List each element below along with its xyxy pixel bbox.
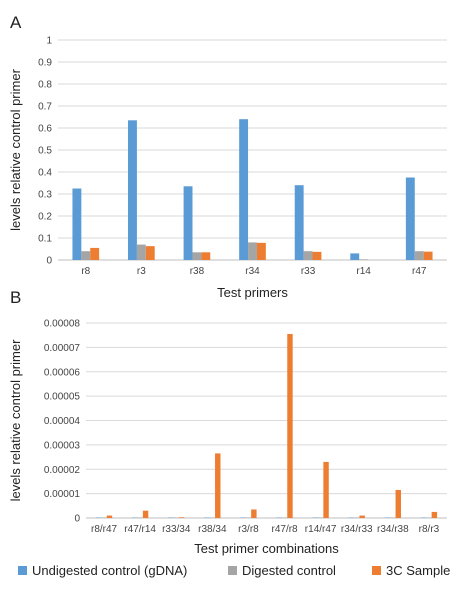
y-tick-label: 0.00002 bbox=[44, 465, 81, 476]
y-tick-label: 0.00001 bbox=[44, 489, 81, 500]
y-tick-label: 0.00004 bbox=[44, 416, 81, 427]
x-tick-label: r47/r14 bbox=[124, 524, 156, 535]
x-tick-label: r14 bbox=[356, 266, 371, 277]
x-tick-label: r34/r33 bbox=[341, 524, 373, 535]
bar-undigested-control-gdna bbox=[183, 186, 193, 260]
bar-3c-sample bbox=[359, 515, 365, 518]
bar-digested-control bbox=[192, 252, 202, 260]
bar-undigested-control-gdna bbox=[405, 177, 415, 260]
y-tick-label: 0.1 bbox=[38, 234, 52, 245]
y-tick-label: 0.8 bbox=[38, 80, 52, 91]
panel-a-label: A bbox=[10, 13, 22, 32]
bar-3c-sample bbox=[106, 515, 113, 518]
y-axis-label: levels relative control primer bbox=[8, 339, 23, 502]
x-tick-label: r8 bbox=[81, 266, 90, 277]
bar-undigested-control-gdna bbox=[128, 120, 137, 260]
x-tick-label: r47/r8 bbox=[271, 524, 298, 535]
y-tick-label: 0.00005 bbox=[44, 392, 81, 403]
bar-undigested-control-gdna bbox=[294, 185, 304, 260]
y-tick-label: 0 bbox=[74, 514, 80, 525]
bar-digested-control bbox=[303, 251, 313, 260]
bar-3c-sample bbox=[395, 489, 401, 518]
x-tick-label: r34 bbox=[245, 266, 260, 277]
bar-3c-sample bbox=[256, 242, 266, 260]
x-tick-label: r33/34 bbox=[162, 524, 191, 535]
y-tick-label: 0.6 bbox=[38, 124, 52, 135]
chart-a: 0 0.1 0.2 0.3 0.4 0.5 0.6 0.7 0.8 0.9 1 levels rela… bbox=[8, 36, 447, 300]
y-tick-label: 0.00008 bbox=[44, 319, 81, 330]
bar-3c-sample bbox=[145, 246, 155, 260]
x-tick-label: r38/34 bbox=[198, 524, 227, 535]
legend-label: Undigested control (gDNA) bbox=[32, 563, 187, 578]
x-axis-label: Test primer combinations bbox=[194, 541, 339, 556]
legend: Undigested control (gDNA) Digested contro… bbox=[18, 563, 450, 578]
bar-3c-sample bbox=[312, 251, 322, 260]
x-tick-label: r47 bbox=[412, 266, 427, 277]
bar-3c-sample bbox=[323, 461, 329, 518]
y-tick-label: 0.00003 bbox=[44, 440, 81, 451]
bar-digested-control bbox=[359, 259, 369, 260]
x-tick-label: r38 bbox=[190, 266, 205, 277]
bar-digested-control bbox=[136, 244, 146, 260]
y-tick-label: 0.00006 bbox=[44, 367, 81, 378]
bar-digested-control bbox=[81, 251, 91, 260]
legend-label: Digested control bbox=[242, 563, 336, 578]
bar-3c-sample bbox=[431, 511, 438, 518]
y-tick-label: 0.5 bbox=[38, 146, 52, 157]
bar-3c-sample bbox=[287, 333, 293, 518]
legend-label: 3C Sample bbox=[386, 563, 450, 578]
x-tick-label: r14/r47 bbox=[305, 524, 337, 535]
y-tick-label: 0.2 bbox=[38, 212, 52, 223]
bar-3c-sample bbox=[142, 510, 149, 518]
y-tick-label: 0.4 bbox=[38, 168, 52, 179]
bar-undigested-control-gdna bbox=[239, 119, 249, 260]
bar-undigested-control-gdna bbox=[72, 188, 82, 260]
y-tick-label: 1 bbox=[46, 36, 52, 47]
y-tick-label: 0.3 bbox=[38, 190, 52, 201]
bar-digested-control bbox=[414, 251, 424, 260]
x-tick-label: r34/r38 bbox=[377, 524, 409, 535]
x-tick-label: r3 bbox=[137, 266, 146, 277]
x-tick-label: r8/r3 bbox=[419, 524, 440, 535]
y-axis-label: levels relative control primer bbox=[8, 68, 23, 231]
bar-3c-sample bbox=[215, 453, 221, 518]
x-tick-label: r3/r8 bbox=[238, 524, 259, 535]
panel-b-label: B bbox=[10, 288, 21, 307]
x-tick-label: r33 bbox=[301, 266, 316, 277]
bar-undigested-control-gdna bbox=[350, 253, 360, 260]
legend-swatch bbox=[228, 566, 237, 575]
bar-3c-sample bbox=[423, 251, 433, 260]
bar-3c-sample bbox=[90, 247, 100, 260]
bar-3c-sample bbox=[251, 509, 257, 518]
y-tick-label: 0.00007 bbox=[44, 343, 81, 354]
x-tick-label: r8/r47 bbox=[91, 524, 118, 535]
y-tick-label: 0.9 bbox=[38, 58, 52, 69]
bar-digested-control bbox=[248, 242, 257, 260]
y-tick-label: 0 bbox=[46, 256, 52, 267]
bar-3c-sample bbox=[201, 252, 211, 260]
legend-swatch bbox=[372, 566, 381, 575]
x-axis-label: Test primers bbox=[217, 285, 288, 300]
chart-b: 0 0.00001 0.00002 0.00003 0.00004 0.00005 0.00… bbox=[8, 319, 447, 556]
y-tick-label: 0.7 bbox=[38, 102, 52, 113]
legend-swatch bbox=[18, 566, 27, 575]
bar-3c-sample bbox=[178, 517, 185, 518]
